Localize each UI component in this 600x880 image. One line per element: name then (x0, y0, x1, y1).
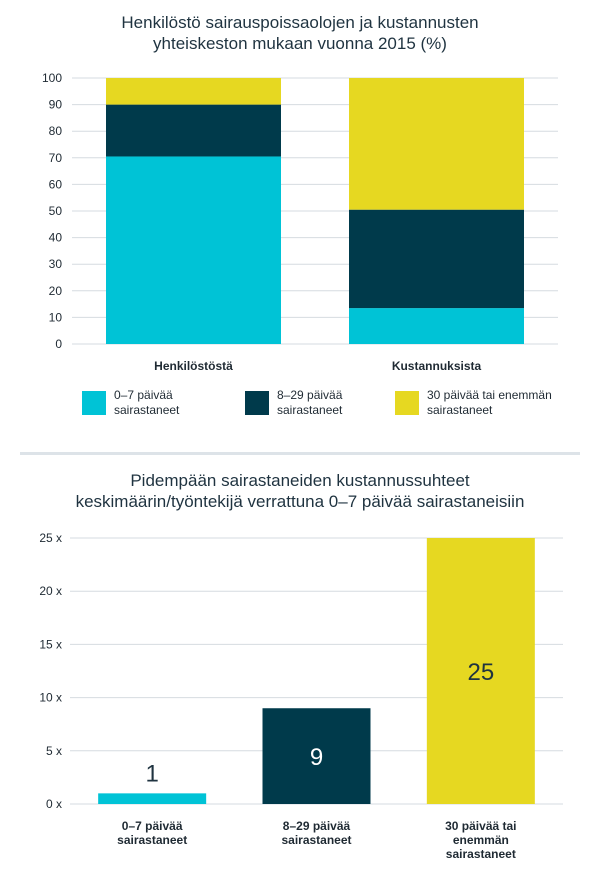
x-category-label: sairastaneet (446, 847, 516, 861)
chart2-title-line: keskimäärin/työntekijä verrattuna 0–7 pä… (75, 492, 525, 511)
y-tick-label: 50 (49, 204, 63, 218)
x-category-label: sairastaneet (281, 833, 351, 847)
chart2-title-line: Pidempään sairastaneiden kustannussuhtee… (130, 471, 470, 490)
bar-segment (106, 78, 281, 105)
bar-segment (349, 308, 524, 344)
legend-swatch (82, 391, 106, 415)
stacked-bar-chart: 0 10 20 30 40 50 60 70 80 90 100 Henkilöstöstä Kusta… (42, 71, 558, 373)
chart1-title-line: yhteiskeston mukaan vuonna 2015 (%) (153, 34, 447, 53)
y-tick-label: 15 x (39, 637, 62, 651)
legend-swatch (245, 391, 269, 415)
y-tick-label: 0 (55, 337, 62, 351)
y-tick-label: 0 x (46, 797, 62, 811)
x-category-label: Henkilöstöstä (154, 359, 233, 373)
legend-label: 8–29 päivää (277, 388, 343, 402)
legend-swatch (395, 391, 419, 415)
bar-segment (349, 209, 524, 309)
bar-segment (349, 78, 524, 210)
data-label: 25 (467, 659, 494, 686)
legend-label: 0–7 päivää (114, 388, 173, 402)
bar (262, 708, 371, 804)
y-tick-label: 100 (42, 71, 62, 85)
section-divider (20, 452, 580, 455)
legend-label: 30 päivää tai enemmän (427, 388, 552, 402)
y-tick-label: 5 x (46, 744, 62, 758)
y-tick-label: 70 (49, 151, 63, 165)
y-tick-label: 60 (49, 177, 63, 191)
y-tick-label: 80 (49, 124, 63, 138)
bar (426, 538, 535, 804)
chart1-title-line: Henkilöstö sairauspoissaolojen ja kustan… (121, 13, 479, 32)
x-category-label: Kustannuksista (392, 359, 482, 373)
bar (98, 793, 207, 804)
legend-label: sairastaneet (277, 403, 343, 417)
x-category-label: 30 päivää tai (445, 819, 516, 833)
legend-label: sairastaneet (427, 403, 493, 417)
y-tick-label: 20 (49, 284, 63, 298)
y-tick-label: 90 (49, 98, 63, 112)
chart1-title: Henkilöstö sairauspoissaolojen ja kustan… (0, 12, 600, 54)
y-tick-label: 10 x (39, 691, 62, 705)
chart2-title: Pidempään sairastaneiden kustannussuhtee… (0, 470, 600, 512)
y-tick-label: 40 (49, 231, 63, 245)
y-tick-label: 20 x (39, 584, 62, 598)
x-category-label: 0–7 päivää (122, 819, 183, 833)
x-category-label: sairastaneet (117, 833, 187, 847)
bar-segment (106, 104, 281, 157)
data-label: 1 (145, 760, 158, 787)
bar-segment (106, 156, 281, 344)
legend-label: sairastaneet (114, 403, 180, 417)
x-category-label: enemmän (453, 833, 509, 847)
y-tick-label: 25 x (39, 531, 62, 545)
data-label: 9 (310, 744, 323, 771)
x-category-label: 8–29 päivää (283, 819, 351, 833)
y-tick-label: 30 (49, 257, 63, 271)
y-tick-label: 10 (49, 310, 63, 324)
